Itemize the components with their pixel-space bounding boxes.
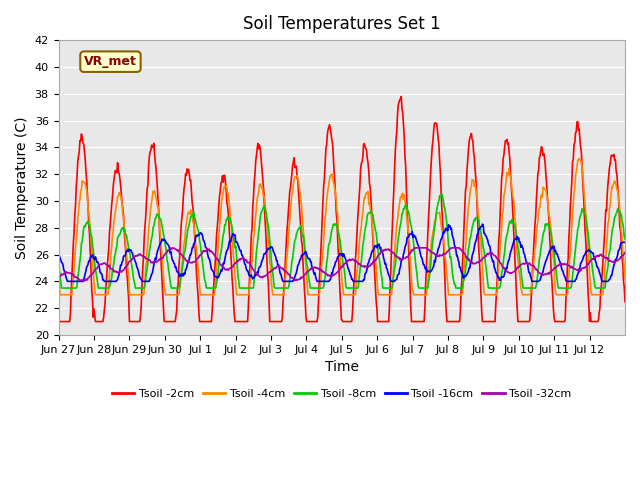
Tsoil -16cm — [433, 252, 440, 258]
Tsoil -16cm — [63, 278, 71, 284]
Tsoil -4cm — [575, 156, 583, 161]
Tsoil -32cm — [81, 278, 88, 284]
Tsoil -8cm — [122, 231, 129, 237]
Tsoil -16cm — [226, 238, 234, 243]
Tsoil -4cm — [621, 276, 629, 282]
Tsoil -2cm — [121, 240, 129, 245]
Tsoil -8cm — [254, 235, 262, 241]
Tsoil -2cm — [54, 319, 62, 324]
Tsoil -4cm — [401, 198, 409, 204]
Tsoil -8cm — [621, 236, 629, 242]
Legend: Tsoil -2cm, Tsoil -4cm, Tsoil -8cm, Tsoil -16cm, Tsoil -32cm: Tsoil -2cm, Tsoil -4cm, Tsoil -8cm, Tsoi… — [108, 384, 576, 403]
Y-axis label: Soil Temperature (C): Soil Temperature (C) — [15, 116, 29, 259]
Line: Tsoil -16cm: Tsoil -16cm — [58, 224, 625, 281]
Tsoil -4cm — [275, 292, 283, 298]
Text: VR_met: VR_met — [84, 55, 137, 68]
Tsoil -8cm — [401, 203, 409, 209]
Line: Tsoil -4cm: Tsoil -4cm — [58, 158, 625, 295]
Tsoil -32cm — [276, 264, 284, 270]
Tsoil -16cm — [122, 251, 129, 256]
Tsoil -2cm — [253, 145, 261, 151]
Tsoil -8cm — [438, 191, 445, 197]
Tsoil -32cm — [227, 265, 234, 271]
Tsoil -2cm — [401, 153, 409, 158]
Tsoil -32cm — [433, 253, 441, 259]
Tsoil -2cm — [397, 94, 405, 99]
Tsoil -8cm — [226, 215, 234, 221]
X-axis label: Time: Time — [324, 360, 359, 374]
Line: Tsoil -2cm: Tsoil -2cm — [58, 96, 625, 322]
Title: Soil Temperatures Set 1: Soil Temperatures Set 1 — [243, 15, 440, 33]
Tsoil -4cm — [56, 292, 64, 298]
Tsoil -4cm — [226, 206, 234, 212]
Tsoil -8cm — [275, 285, 283, 291]
Tsoil -16cm — [254, 270, 262, 276]
Tsoil -8cm — [433, 207, 440, 213]
Tsoil -2cm — [621, 299, 629, 305]
Tsoil -32cm — [54, 275, 62, 280]
Tsoil -16cm — [275, 266, 283, 272]
Line: Tsoil -32cm: Tsoil -32cm — [58, 248, 625, 281]
Tsoil -4cm — [54, 274, 62, 280]
Tsoil -2cm — [225, 225, 233, 231]
Tsoil -32cm — [621, 250, 629, 255]
Tsoil -2cm — [433, 121, 440, 127]
Tsoil -16cm — [479, 221, 486, 227]
Tsoil -32cm — [167, 245, 175, 251]
Tsoil -8cm — [58, 285, 65, 291]
Tsoil -4cm — [433, 210, 440, 216]
Line: Tsoil -8cm: Tsoil -8cm — [58, 194, 625, 288]
Tsoil -8cm — [54, 260, 62, 265]
Tsoil -16cm — [54, 254, 62, 260]
Tsoil -32cm — [122, 265, 129, 271]
Tsoil -4cm — [254, 193, 262, 199]
Tsoil -32cm — [402, 255, 410, 261]
Tsoil -4cm — [122, 244, 129, 250]
Tsoil -16cm — [401, 245, 409, 251]
Tsoil -32cm — [255, 273, 262, 278]
Tsoil -2cm — [275, 319, 282, 324]
Tsoil -16cm — [621, 240, 629, 245]
